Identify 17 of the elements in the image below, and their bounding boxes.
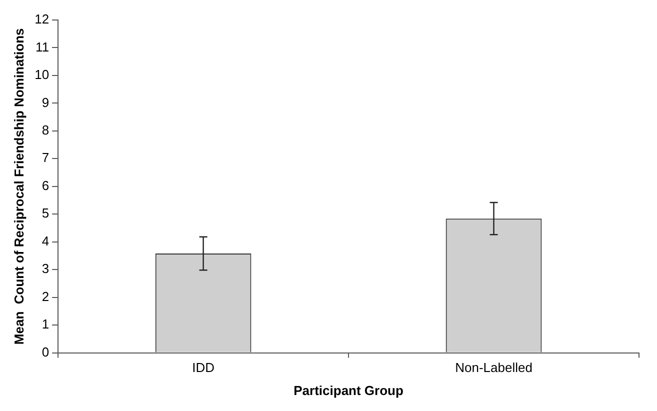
y-axis-title: Mean Count of Reciprocal Friendship Nominations [11, 28, 26, 345]
y-tick-label: 12 [34, 12, 50, 27]
x-tick-label: IDD [192, 360, 214, 376]
y-tick-label: 3 [42, 261, 50, 276]
y-tick-label: 1 [42, 316, 50, 332]
y-tick-label: 5 [42, 206, 50, 221]
y-tick-label: 7 [42, 150, 50, 166]
y-tick-label: 2 [42, 288, 50, 304]
y-tick-label: 9 [42, 94, 50, 110]
y-tick-label: 4 [42, 233, 50, 248]
y-tick-label: 0 [42, 344, 50, 360]
x-axis-title: Participant Group [294, 382, 404, 398]
y-tick-label: 10 [34, 67, 50, 82]
y-tick-label: 11 [36, 39, 50, 54]
y-tick-label: 8 [42, 122, 50, 138]
x-tick-label: Non-Labelled [455, 360, 532, 376]
y-tick-label: 6 [42, 178, 50, 193]
